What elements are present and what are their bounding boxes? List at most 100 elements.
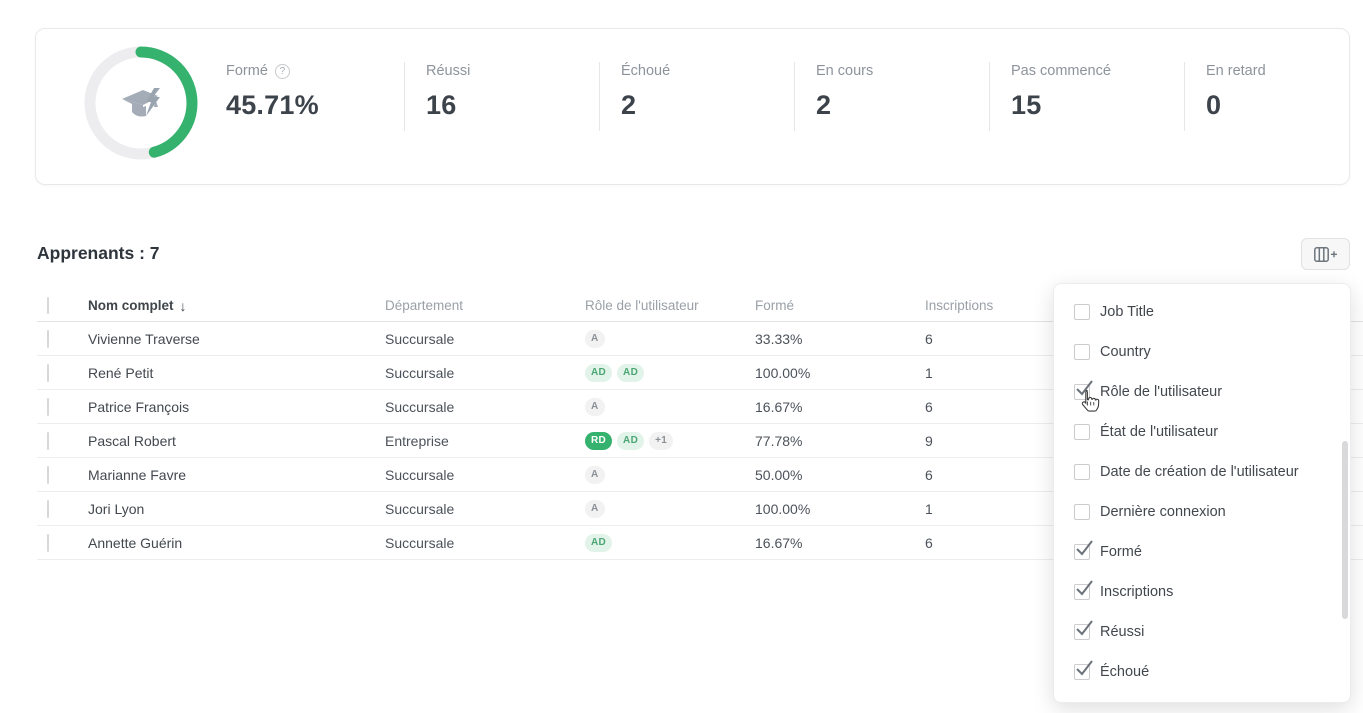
learner-trained: 16.67% <box>755 398 803 415</box>
columns-plus-icon <box>1313 246 1337 262</box>
option-checkbox[interactable] <box>1074 304 1090 320</box>
dropdown-scrollbar[interactable] <box>1342 441 1348 619</box>
summary-stats: Formé ? 45.71% Réussi 16 Échoué 2 En cou… <box>226 59 1363 135</box>
option-label: Formé <box>1100 544 1142 560</box>
column-picker-option[interactable]: Dernière connexion <box>1054 492 1350 532</box>
option-checkbox[interactable] <box>1074 504 1090 520</box>
table-row[interactable]: René Petit Succursale AD AD 100.00% 1 <box>37 356 1363 390</box>
learner-trained: 100.00% <box>755 364 811 381</box>
learner-role-badges: A <box>585 329 745 348</box>
column-picker-option[interactable]: Inscriptions <box>1054 572 1350 612</box>
stat-label: Formé <box>226 63 268 79</box>
option-checkbox[interactable] <box>1074 660 1093 680</box>
option-label: Dernière connexion <box>1100 504 1226 520</box>
column-picker-option[interactable]: Formé <box>1054 532 1350 572</box>
learner-role-badges: RD AD +1 <box>585 431 745 450</box>
stat-value: 15 <box>1011 90 1042 120</box>
role-badge: +1 <box>649 431 674 450</box>
row-checkbox[interactable] <box>47 533 49 552</box>
help-icon[interactable]: ? <box>274 63 290 79</box>
option-checkbox[interactable] <box>1074 580 1093 600</box>
stat-value: 0 <box>1206 90 1222 120</box>
role-badge: AD <box>617 363 645 382</box>
role-badge: AD <box>585 533 613 552</box>
learner-role-badges: AD AD <box>585 363 745 382</box>
option-checkbox[interactable] <box>1074 424 1090 440</box>
option-label: Inscriptions <box>1100 584 1174 600</box>
table-row[interactable]: Annette Guérin Succursale AD 16.67% 6 <box>37 526 1363 560</box>
row-checkbox[interactable] <box>47 363 49 382</box>
learner-name: Jori Lyon <box>88 500 145 517</box>
stat-block: En retard 0 <box>1184 59 1363 135</box>
column-header-enrollments[interactable]: Inscriptions <box>925 298 994 313</box>
donut-arc <box>84 46 198 160</box>
learners-table: Nom complet ↓ Département Rôle de l'util… <box>37 290 1363 560</box>
table-row[interactable]: Pascal Robert Entreprise RD AD +1 77.78% 9 <box>37 424 1363 458</box>
option-label: Country <box>1100 344 1151 360</box>
learner-trained: 33.33% <box>755 330 803 347</box>
learner-name: Marianne Favre <box>88 466 187 483</box>
learner-role-badges: A <box>585 499 745 518</box>
learner-name: Patrice François <box>88 398 190 415</box>
select-all-checkbox[interactable] <box>47 297 49 314</box>
option-checkbox[interactable] <box>1074 464 1090 480</box>
learner-role-badges: A <box>585 465 745 484</box>
role-badge: A <box>585 499 605 518</box>
column-picker-button[interactable] <box>1301 238 1350 270</box>
row-checkbox[interactable] <box>47 397 49 416</box>
column-picker-option[interactable]: Réussi <box>1054 612 1350 652</box>
learner-department: Succursale <box>385 534 455 551</box>
learner-role-badges: A <box>585 397 745 416</box>
learner-department: Succursale <box>385 330 455 347</box>
column-picker-option[interactable]: État de l'utilisateur <box>1054 412 1350 452</box>
stat-label: En retard <box>1206 63 1266 79</box>
learner-name: Annette Guérin <box>88 534 183 551</box>
column-picker-option[interactable]: Date de création de l'utilisateur <box>1054 452 1350 492</box>
stat-label: En cours <box>816 63 874 79</box>
row-checkbox[interactable] <box>47 499 49 518</box>
learner-name: René Petit <box>88 364 154 381</box>
option-checkbox[interactable] <box>1074 620 1093 640</box>
table-row[interactable]: Patrice François Succursale A 16.67% 6 <box>37 390 1363 424</box>
stat-block: Formé ? 45.71% <box>226 59 404 135</box>
stat-value: 45.71% <box>226 90 319 120</box>
row-checkbox[interactable] <box>47 431 49 450</box>
option-label: Réussi <box>1100 624 1145 640</box>
column-picker-option[interactable]: Échoué <box>1054 652 1350 692</box>
column-header-trained[interactable]: Formé <box>755 298 795 313</box>
column-picker-option[interactable]: Rôle de l'utilisateur <box>1054 372 1350 412</box>
learner-department: Succursale <box>385 398 455 415</box>
table-header-row: Nom complet ↓ Département Rôle de l'util… <box>37 290 1363 322</box>
option-label: État de l'utilisateur <box>1100 424 1219 440</box>
stat-block: En cours 2 <box>794 59 989 135</box>
column-header-role[interactable]: Rôle de l'utilisateur <box>585 298 699 313</box>
learner-name: Pascal Robert <box>88 432 176 449</box>
role-badge: AD <box>617 431 645 450</box>
row-checkbox[interactable] <box>47 329 49 348</box>
column-picker-option[interactable]: Country <box>1054 332 1350 372</box>
learner-enrollments: 1 <box>925 500 933 517</box>
column-header-department[interactable]: Département <box>385 298 464 313</box>
option-checkbox[interactable] <box>1074 540 1093 560</box>
role-badge: RD <box>585 431 613 450</box>
role-badge: A <box>585 397 605 416</box>
stat-label: Échoué <box>621 63 671 79</box>
option-checkbox[interactable] <box>1074 344 1090 360</box>
table-row[interactable]: Marianne Favre Succursale A 50.00% 6 <box>37 458 1363 492</box>
table-row[interactable]: Jori Lyon Succursale A 100.00% 1 <box>37 492 1363 526</box>
stat-label: Réussi <box>426 63 471 79</box>
stat-label: Pas commencé <box>1011 63 1111 79</box>
column-picker-dropdown: Job Title Country Rôle de l'utilisateur … <box>1053 283 1351 703</box>
column-picker-option[interactable]: Job Title <box>1054 292 1350 332</box>
table-row[interactable]: Vivienne Traverse Succursale A 33.33% 6 <box>37 322 1363 356</box>
stat-value: 2 <box>816 90 832 120</box>
sort-desc-icon: ↓ <box>179 297 187 314</box>
graduation-cap-bolt-icon <box>122 88 160 117</box>
column-header-name-label: Nom complet <box>88 298 174 313</box>
row-checkbox[interactable] <box>47 465 49 484</box>
column-header-name[interactable]: Nom complet ↓ <box>88 298 378 314</box>
role-badge: A <box>585 465 605 484</box>
learner-enrollments: 6 <box>925 466 933 483</box>
option-label: Rôle de l'utilisateur <box>1100 384 1223 400</box>
